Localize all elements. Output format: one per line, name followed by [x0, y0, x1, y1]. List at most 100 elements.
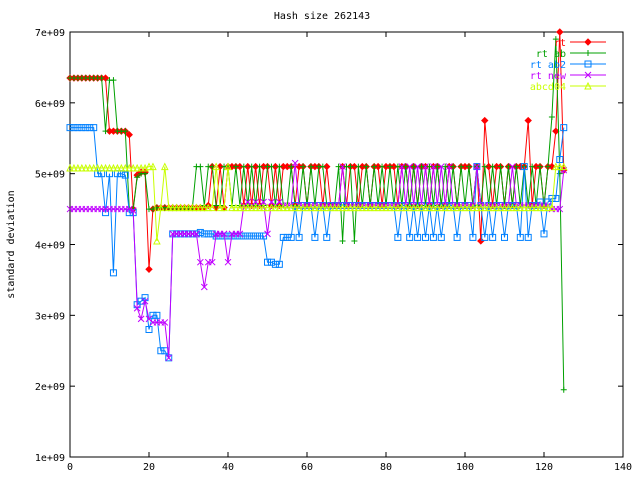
data-point	[425, 203, 434, 212]
data-point	[149, 311, 157, 319]
data-point	[520, 163, 528, 171]
data-point	[196, 258, 204, 266]
data-point	[346, 203, 355, 212]
data-point	[153, 311, 161, 319]
data-point	[105, 163, 114, 172]
data-point	[430, 163, 437, 170]
series-abcd04	[66, 162, 568, 245]
chart-title: Hash size 262143	[274, 11, 370, 22]
data-point	[540, 230, 548, 238]
data-point	[476, 203, 485, 212]
data-point	[397, 203, 406, 212]
data-point	[240, 163, 247, 170]
data-point	[390, 162, 398, 171]
y-tick-label: 4e+09	[35, 241, 65, 252]
legend-marker-rt	[584, 38, 592, 46]
data-point	[102, 128, 109, 135]
data-point	[197, 163, 204, 170]
data-point	[556, 28, 564, 36]
data-point	[342, 203, 351, 212]
data-point	[414, 233, 422, 241]
data-point	[137, 297, 145, 305]
data-point	[484, 162, 493, 171]
data-point	[145, 162, 153, 171]
data-point	[81, 163, 90, 172]
data-point	[121, 171, 129, 179]
data-point	[458, 163, 465, 170]
data-point	[248, 163, 255, 170]
data-point	[291, 203, 299, 212]
data-point	[244, 162, 252, 171]
data-point	[339, 163, 346, 170]
data-point	[497, 163, 504, 170]
data-point	[232, 232, 240, 240]
data-point	[142, 170, 149, 177]
data-point	[121, 163, 130, 172]
data-point	[418, 163, 425, 170]
data-point	[145, 265, 153, 273]
data-point	[212, 232, 220, 240]
data-point	[334, 203, 343, 212]
x-tick-label: 120	[535, 462, 553, 473]
data-point	[484, 203, 493, 212]
data-point	[228, 203, 236, 212]
data-point	[208, 258, 216, 266]
data-point	[366, 203, 375, 212]
data-point	[200, 283, 208, 291]
data-point	[429, 233, 437, 241]
data-point	[264, 258, 271, 266]
data-point	[450, 163, 457, 170]
data-point	[469, 203, 477, 212]
y-axis-label: standard deviation	[6, 190, 17, 298]
y-tick-label: 1e+09	[35, 453, 65, 464]
data-point	[516, 203, 525, 212]
data-point	[86, 124, 94, 132]
data-point	[441, 203, 450, 212]
x-tick-label: 100	[456, 462, 474, 473]
data-point	[160, 162, 169, 171]
data-point	[319, 163, 326, 170]
data-point	[101, 163, 110, 172]
data-point	[406, 233, 414, 241]
data-point	[394, 163, 401, 170]
data-point	[496, 203, 505, 212]
y-tick-label: 6e+09	[35, 99, 65, 110]
data-point	[275, 203, 284, 212]
data-point	[417, 203, 426, 212]
data-point	[422, 233, 429, 241]
data-point	[378, 203, 386, 212]
data-point	[164, 203, 173, 212]
x-tick-label: 80	[380, 462, 392, 473]
data-point	[216, 203, 224, 212]
data-point	[287, 203, 296, 212]
data-point	[109, 269, 117, 277]
data-point	[291, 159, 299, 167]
data-point	[437, 233, 445, 241]
data-point	[98, 75, 105, 82]
legend-label-abcd04: abcd04	[530, 82, 566, 93]
data-point	[481, 116, 489, 125]
data-point	[134, 174, 141, 181]
data-point	[552, 127, 560, 135]
data-point	[413, 203, 422, 212]
data-point	[426, 163, 433, 170]
data-point	[449, 203, 457, 212]
data-point	[354, 203, 363, 212]
x-tick-label: 0	[67, 462, 73, 473]
data-point	[224, 232, 232, 240]
data-point	[540, 203, 548, 212]
data-point	[504, 203, 513, 212]
data-point	[165, 354, 173, 362]
data-point	[406, 163, 414, 170]
data-point	[442, 163, 449, 170]
data-point	[240, 232, 248, 240]
data-point	[371, 163, 378, 170]
data-point	[556, 205, 564, 213]
legend-marker-rt-new	[584, 71, 592, 79]
data-point	[326, 203, 335, 212]
data-point	[338, 203, 347, 212]
data-point	[137, 163, 145, 172]
data-point	[429, 203, 438, 212]
data-point	[268, 163, 275, 170]
